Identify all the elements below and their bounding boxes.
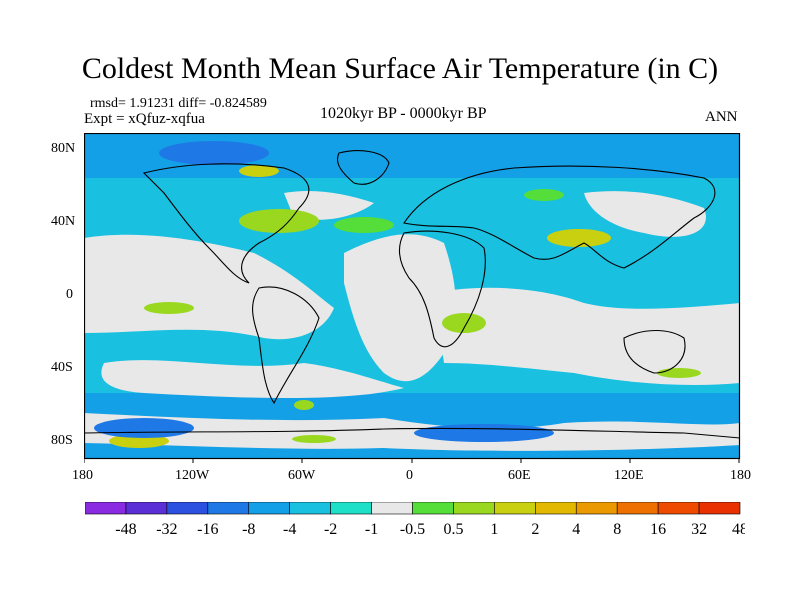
cold-patch (414, 424, 554, 442)
season-label: ANN (705, 109, 738, 125)
lon-label: 180 (72, 468, 93, 483)
warm-patch (657, 368, 701, 378)
colorbar-swatch (330, 502, 372, 515)
colorbar: -48 -32 -16 -8 -4 -2 -1 -0.5 0.5 1 2 4 8 16 32 48 (85, 502, 745, 538)
lon-label: 180 (730, 468, 751, 483)
neutral-patch (84, 413, 740, 451)
colorbar-label: -32 (156, 521, 177, 538)
neutral-regions (84, 191, 740, 451)
colorbar-label: 32 (691, 521, 707, 538)
cold-patch (94, 418, 194, 438)
colorbar-swatch (85, 502, 127, 515)
colorbar-label: -2 (324, 521, 337, 538)
coastline-africa (398, 230, 486, 348)
colorbar-label: 48 (732, 521, 745, 538)
warm-patch (524, 189, 564, 201)
lat-label: 0 (66, 287, 73, 302)
colorbar-swatch (166, 502, 209, 515)
warm-patch (292, 435, 336, 443)
colorbar-swatch (453, 502, 495, 515)
colorbar-swatch (371, 502, 413, 515)
colorbar-swatch (207, 502, 250, 515)
neutral-patch (84, 234, 334, 340)
colorbar-swatch (616, 502, 659, 515)
colorbar-swatch (412, 502, 454, 515)
lat-label: 80N (51, 141, 76, 156)
coastline-south-america (252, 286, 320, 405)
chart-title: Coldest Month Mean Surface Air Temperatu… (81, 52, 719, 85)
colorbar-swatch (575, 502, 618, 515)
warm-patch (442, 313, 486, 333)
warm-patch (547, 229, 611, 247)
colorbar-label: 0.5 (443, 521, 463, 538)
colorbar-label: 4 (572, 521, 580, 538)
map-frame (84, 133, 741, 460)
warm-patch (294, 400, 314, 410)
colorbar-swatch (535, 502, 577, 515)
lon-label: 0 (406, 468, 413, 483)
coastline-australia (623, 330, 686, 374)
colorbar-swatch (494, 502, 536, 515)
lat-label: 80S (51, 433, 73, 448)
neutral-patch (344, 234, 456, 382)
warm-patch (144, 302, 194, 314)
colorbar-label: 1 (490, 521, 498, 538)
colorbar-swatch (289, 502, 331, 515)
neutral-patch (101, 360, 405, 398)
colorbar-swatch (657, 502, 700, 515)
colorbar-label: -8 (242, 521, 255, 538)
coastline-eurasia (403, 165, 716, 269)
cold-patch (159, 141, 269, 165)
period-label: 1020kyr BP - 0000kyr BP (320, 105, 487, 122)
coastline-greenland (336, 150, 390, 185)
coastline-north-america (142, 163, 310, 284)
colorbar-label: -48 (115, 521, 136, 538)
lon-label: 60E (508, 468, 531, 483)
neutral-patch (644, 331, 740, 375)
colorbar-label: 16 (650, 521, 666, 538)
lon-label: 120W (175, 468, 210, 483)
colorbar-label: 2 (531, 521, 539, 538)
colorbar-label: -0.5 (400, 521, 425, 538)
warm-patch (334, 217, 394, 233)
colorbar-label: -16 (197, 521, 218, 538)
colorbar-label: -4 (283, 521, 296, 538)
lat-label: 40S (51, 360, 73, 375)
colorbar-swatch (248, 502, 290, 515)
coastline-antarctica (84, 427, 741, 439)
stats-line: rmsd= 1.91231 diff= -0.824589 (90, 96, 267, 111)
colorbar-swatch (698, 502, 741, 515)
neutral-patch (584, 191, 706, 237)
warm-anomalies (109, 165, 701, 448)
colorbar-label: 8 (613, 521, 621, 538)
lon-label: 60W (288, 468, 316, 483)
coastlines (84, 150, 741, 439)
lat-label: 40N (51, 214, 76, 229)
warm-patch (239, 165, 279, 177)
colorbar-swatch (125, 502, 168, 515)
colorbar-label: -1 (365, 521, 378, 538)
warm-patch (239, 209, 319, 233)
axis-ticks (84, 459, 740, 463)
temperature-map (84, 133, 741, 463)
lon-label: 120E (614, 468, 644, 483)
experiment-line: Expt = xQfuz-xqfua (84, 111, 205, 127)
